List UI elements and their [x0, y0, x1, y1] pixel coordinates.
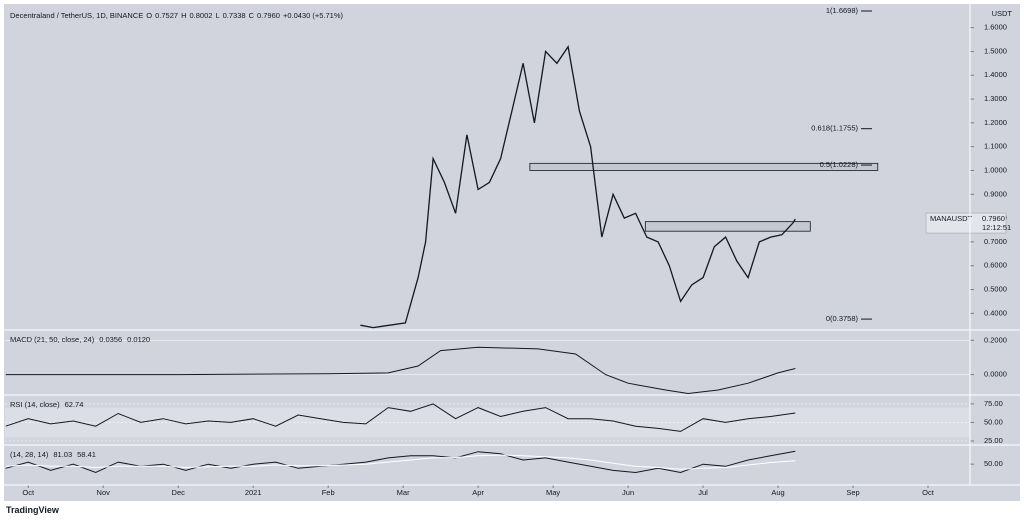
low: 0.7338	[222, 11, 246, 20]
y-tick-label: 0.7000	[984, 237, 1007, 246]
y-tick-label: 0.4000	[984, 308, 1007, 317]
series-line	[360, 45, 796, 329]
fib-label: 1(1.6698)	[826, 6, 859, 15]
fib-label: 0.618(1.1755)	[811, 124, 858, 133]
y-tick-label: 50.00	[984, 459, 1003, 468]
high: 0.8002	[189, 11, 213, 20]
series-line	[5, 403, 796, 432]
pair: Decentraland / TetherUS, 1D, BINANCE	[10, 11, 144, 20]
indicator-reading: 81.03	[53, 450, 72, 459]
y-tick-label: 25.00	[984, 436, 1003, 445]
indicator-title: MACD (21, 50, close, 24)	[10, 335, 95, 344]
low-label: L	[215, 11, 220, 20]
indicator-reading: 58.41	[77, 450, 96, 459]
series-line	[5, 454, 796, 470]
x-tick-label: Nov	[97, 488, 111, 497]
series-line	[5, 450, 796, 474]
y-tick-label: 1.6000	[984, 23, 1007, 32]
y-tick-label: 1.5000	[984, 46, 1007, 55]
change: +0.0430 (+5.71%)	[282, 11, 343, 20]
y-tick-label: 50.00	[984, 417, 1003, 426]
x-tick-label: 2021	[245, 488, 262, 497]
y-tick-label: 0.5000	[984, 285, 1007, 294]
x-tick-label: Feb	[322, 488, 335, 497]
x-tick-label: Oct	[922, 488, 935, 497]
x-tick-label: Apr	[472, 488, 484, 497]
y-tick-label: 1.4000	[984, 70, 1007, 79]
y-tick-label: 0.2000	[984, 335, 1007, 344]
x-tick-label: Aug	[771, 488, 784, 497]
countdown: 12:12:51	[982, 223, 1011, 232]
fib-label: 0.5(1.0228)	[820, 160, 859, 169]
x-tick-label: Jun	[622, 488, 634, 497]
y-tick-label: 1.0000	[984, 165, 1007, 174]
last-price: 0.7960	[982, 214, 1005, 223]
brand: TradingView	[6, 505, 59, 515]
x-tick-label: Jul	[698, 488, 708, 497]
fib-label: 0(0.3758)	[826, 314, 859, 323]
zone	[644, 221, 811, 232]
y-tick-label: 1.3000	[984, 94, 1007, 103]
price-label-box	[925, 212, 1007, 234]
series-name: MANAUSDT	[930, 214, 973, 223]
indicator-reading: 0.0120	[127, 335, 150, 344]
open: 0.7527	[155, 11, 179, 20]
x-tick-label: Sep	[846, 488, 859, 497]
y-tick-label: 0.6000	[984, 261, 1007, 270]
open-label: O	[146, 11, 153, 20]
indicator-title: (14, 28, 14)	[10, 450, 49, 459]
zone	[529, 162, 879, 171]
x-tick-label: Dec	[172, 488, 186, 497]
currency: USDT	[992, 9, 1013, 18]
x-tick-label: Oct	[22, 488, 35, 497]
indicator-reading: 0.0356	[99, 335, 122, 344]
y-tick-label: 75.00	[984, 399, 1003, 408]
series-line	[5, 346, 796, 395]
close: 0.7960	[256, 11, 280, 20]
y-tick-label: 1.2000	[984, 118, 1007, 127]
high-label: H	[181, 11, 187, 20]
indicator-reading: 62.74	[65, 400, 84, 409]
y-tick-label: 0.0000	[984, 370, 1007, 379]
symbol-header: Decentraland / TetherUS, 1D, BINANCE O 0.7…	[10, 11, 346, 20]
y-tick-label: 1.1000	[984, 142, 1007, 151]
indicator-title: RSI (14, close)	[10, 400, 60, 409]
x-tick-label: Mar	[397, 488, 410, 497]
y-tick-label: 0.9000	[984, 189, 1007, 198]
x-tick-label: May	[546, 488, 560, 497]
close-label: C	[248, 11, 254, 20]
